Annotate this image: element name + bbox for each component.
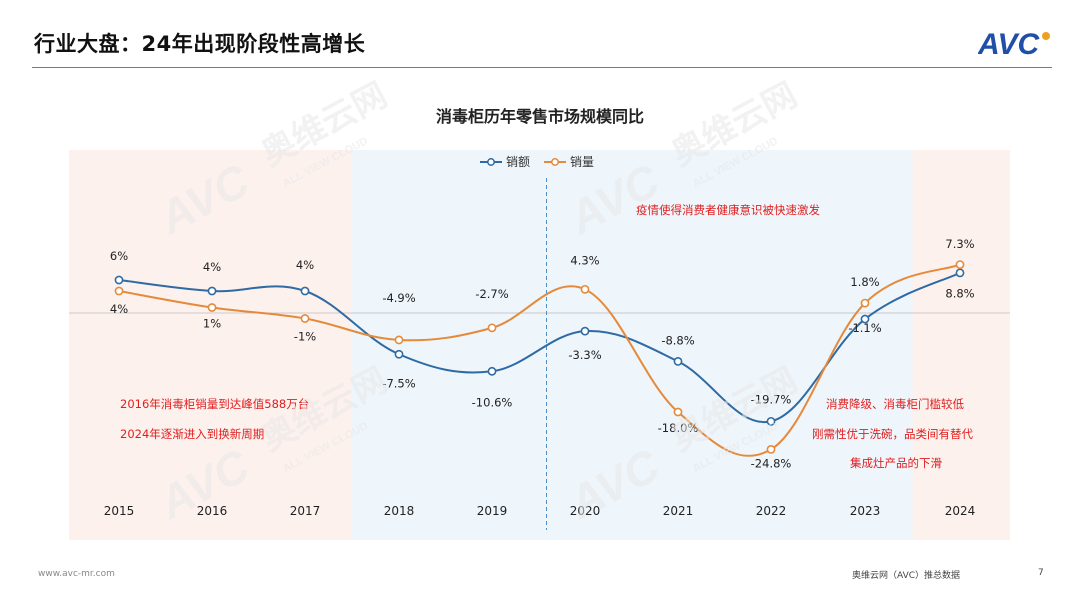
data-label-sales-volume-2019: -2.7% xyxy=(475,287,508,301)
point-sales-volume-2021 xyxy=(673,407,683,417)
x-tick-2017: 2017 xyxy=(290,504,321,518)
point-sales-volume-2018 xyxy=(394,335,404,345)
point-sales-value-2020 xyxy=(580,326,590,336)
data-label-sales-value-2021: -8.8% xyxy=(661,333,694,347)
data-label-sales-volume-2015: 4% xyxy=(110,302,128,316)
x-tick-2015: 2015 xyxy=(104,504,135,518)
data-label-sales-volume-2021: -18.0% xyxy=(658,421,699,435)
point-sales-value-2022 xyxy=(766,416,776,426)
point-sales-volume-2016 xyxy=(207,303,217,312)
x-tick-2018: 2018 xyxy=(384,504,415,518)
point-sales-volume-2022 xyxy=(766,444,776,454)
data-label-sales-value-2023: -1.1% xyxy=(848,321,881,335)
data-label-sales-value-2020: -3.3% xyxy=(568,348,601,362)
point-sales-value-2019 xyxy=(487,366,497,376)
x-tick-2016: 2016 xyxy=(197,504,228,518)
x-tick-2021: 2021 xyxy=(663,504,694,518)
decline-annotation-2: 刚需性优于洗碗，品类间有替代 xyxy=(812,427,973,441)
period-shading xyxy=(69,150,1010,540)
page-number: 7 xyxy=(1038,568,1044,578)
shaded-period-2024-2024 xyxy=(912,150,1010,540)
data-label-sales-volume-2020: 4.3% xyxy=(570,253,599,267)
legend-swatch-sales-value xyxy=(480,157,502,166)
logo-text: AVC xyxy=(978,28,1040,60)
data-label-sales-value-2017: 4% xyxy=(296,258,314,272)
series-line-sales-volume xyxy=(118,263,961,457)
data-label-sales-volume-2018: -4.9% xyxy=(382,291,415,305)
data-label-sales-value-2015: 6% xyxy=(110,249,128,263)
x-tick-2024: 2024 xyxy=(945,504,976,518)
point-sales-value-2017 xyxy=(300,286,310,296)
renewal-annotation: 2024年逐渐进入到换新周期 xyxy=(120,427,265,441)
data-label-sales-volume-2024: 8.8% xyxy=(945,287,974,301)
legend-label-sales-value: 销额 xyxy=(506,155,531,169)
point-sales-volume-2023 xyxy=(860,298,870,308)
slide-title: 行业大盘：24年出现阶段性高增长 xyxy=(34,32,366,56)
data-label-sales-volume-2022: -24.8% xyxy=(751,456,792,470)
x-tick-2023: 2023 xyxy=(850,504,881,518)
point-sales-value-2024 xyxy=(955,268,965,278)
point-sales-volume-2020 xyxy=(580,284,590,294)
footer-source: 奥维云网（AVC）推总数据 xyxy=(852,571,961,581)
chart-grid xyxy=(69,178,1010,530)
legend-item-sales-value: 销额 xyxy=(480,153,530,170)
series-lines xyxy=(114,260,965,457)
chart-title: 消毒柜历年零售市场规模同比 xyxy=(435,107,644,126)
point-sales-value-2021 xyxy=(673,356,683,366)
data-label-sales-value-2024: 7.3% xyxy=(945,237,974,251)
point-sales-volume-2024 xyxy=(955,260,965,269)
logo-dot-icon xyxy=(1042,32,1050,40)
data-label-sales-volume-2023: 1.8% xyxy=(850,275,879,289)
x-tick-2019: 2019 xyxy=(477,504,508,518)
data-label-sales-volume-2017: -1% xyxy=(294,330,316,344)
avc-logo: AVC xyxy=(978,28,1050,60)
peak-annotation: 2016年消毒柜销量到达峰值588万台 xyxy=(120,397,310,411)
legend-item-sales-volume: 销量 xyxy=(544,153,594,170)
decline-annotation-3: 集成灶产品的下滑 xyxy=(850,456,942,470)
covid-annotation: 疫情使得消费者健康意识被快速激发 xyxy=(636,203,820,217)
data-labels: 6% 4% 4% -7.5% -10.6% -3.3% -8.8% -19.7% -1.1% 7.… xyxy=(110,237,975,471)
data-label-sales-volume-2016: 1% xyxy=(203,317,221,331)
shaded-period-2015-2017 xyxy=(69,150,352,540)
x-axis-labels: 2015 2016 2017 2018 2019 2020 2021 2022 2023 2024 xyxy=(104,504,976,518)
footer-website: www.avc-mr.com xyxy=(38,569,115,579)
point-sales-volume-2015 xyxy=(114,286,124,296)
point-sales-value-2016 xyxy=(207,286,217,296)
title-divider xyxy=(32,67,1052,68)
data-label-sales-value-2022: -19.7% xyxy=(751,392,792,406)
data-label-sales-value-2018: -7.5% xyxy=(382,376,415,390)
x-tick-2022: 2022 xyxy=(756,504,787,518)
legend-swatch-sales-volume xyxy=(544,157,567,166)
point-sales-volume-2017 xyxy=(300,314,310,323)
legend: 销额 销量 xyxy=(480,153,594,170)
point-sales-value-2023 xyxy=(860,314,870,324)
point-sales-volume-2019 xyxy=(487,323,497,333)
decline-annotation-1: 消费降级、消毒柜门槛较低 xyxy=(826,397,964,411)
data-label-sales-value-2016: 4% xyxy=(203,260,221,274)
point-sales-value-2018 xyxy=(394,349,404,359)
x-tick-2020: 2020 xyxy=(570,504,601,518)
legend-label-sales-volume: 销量 xyxy=(570,155,595,169)
data-label-sales-value-2019: -10.6% xyxy=(472,395,513,409)
point-sales-value-2015 xyxy=(114,275,124,285)
